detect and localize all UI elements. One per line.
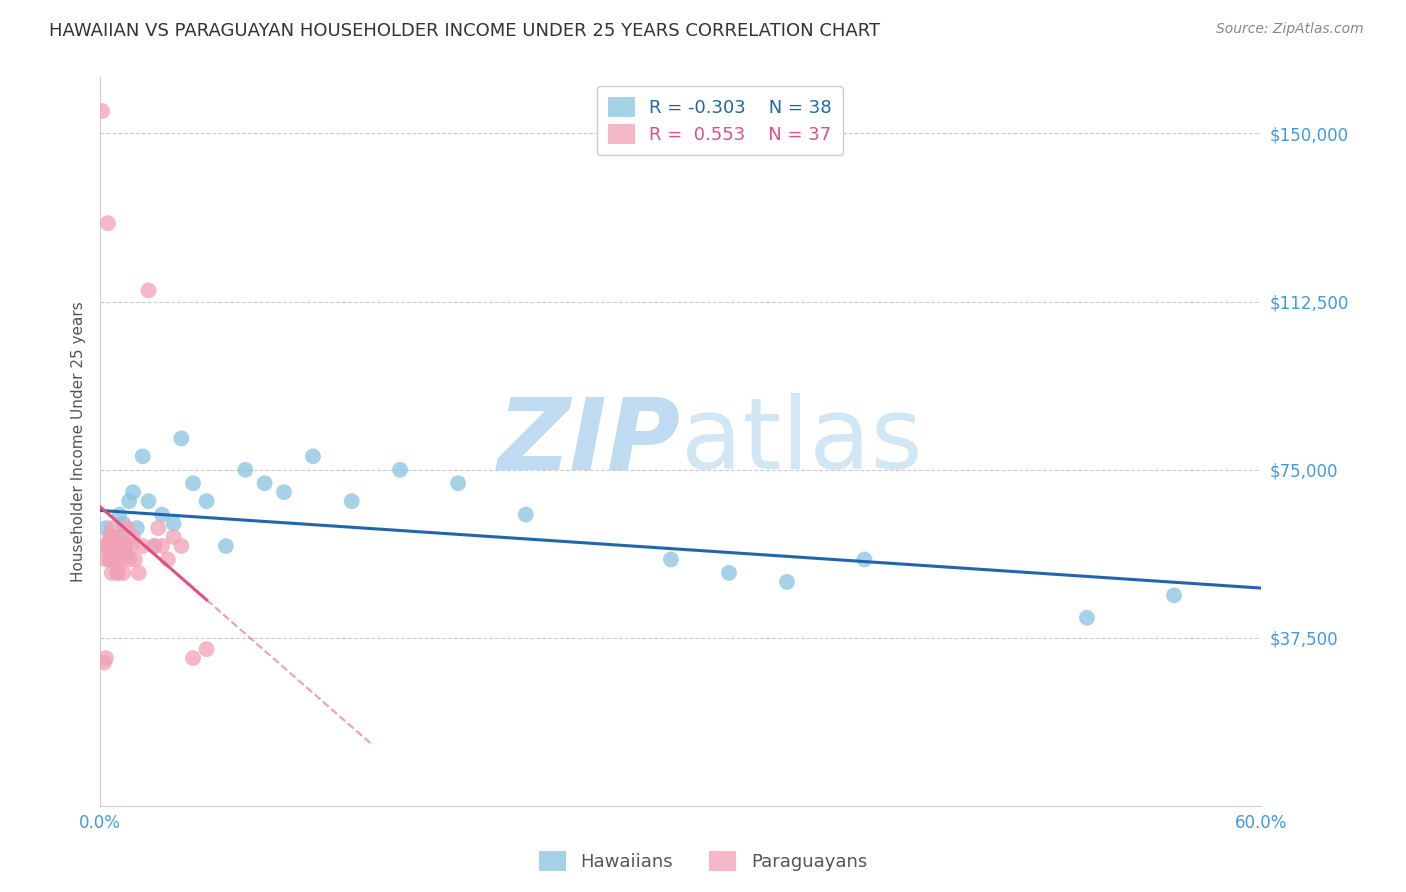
Point: [107, 566, 129, 580]
Point: [195, 494, 218, 508]
Point: [93, 656, 115, 670]
Point: [1163, 588, 1185, 602]
Legend: R = -0.303    N = 38, R =  0.553    N = 37: R = -0.303 N = 38, R = 0.553 N = 37: [596, 87, 842, 155]
Point: [94, 552, 117, 566]
Point: [115, 548, 138, 562]
Text: atlas: atlas: [681, 393, 922, 491]
Point: [659, 552, 682, 566]
Point: [124, 552, 146, 566]
Point: [1076, 611, 1098, 625]
Point: [98, 552, 121, 566]
Point: [150, 508, 173, 522]
Point: [125, 521, 148, 535]
Point: [97, 539, 120, 553]
Point: [115, 521, 138, 535]
Point: [143, 539, 166, 553]
Point: [110, 530, 132, 544]
Point: [215, 539, 238, 553]
Point: [389, 463, 412, 477]
Point: [97, 539, 120, 553]
Point: [112, 566, 135, 580]
Point: [181, 476, 204, 491]
Point: [148, 521, 170, 535]
Point: [114, 539, 136, 553]
Point: [156, 552, 179, 566]
Point: [104, 552, 127, 566]
Point: [253, 476, 276, 491]
Point: [112, 516, 135, 531]
Point: [107, 566, 129, 580]
Point: [98, 530, 121, 544]
Point: [195, 642, 218, 657]
Point: [138, 494, 160, 508]
Point: [122, 530, 145, 544]
Point: [100, 530, 122, 544]
Point: [128, 566, 150, 580]
Legend: Hawaiians, Paraguayans: Hawaiians, Paraguayans: [531, 844, 875, 879]
Point: [138, 284, 160, 298]
Point: [717, 566, 740, 580]
Point: [340, 494, 363, 508]
Point: [100, 521, 122, 535]
Point: [91, 104, 114, 119]
Point: [273, 485, 295, 500]
Point: [122, 485, 145, 500]
Point: [98, 552, 121, 566]
Point: [302, 450, 325, 464]
Point: [120, 539, 142, 553]
Point: [163, 516, 186, 531]
Point: [104, 552, 127, 566]
Point: [118, 552, 141, 566]
Point: [170, 431, 193, 445]
Point: [110, 552, 132, 566]
Point: [114, 539, 136, 553]
Point: [118, 494, 141, 508]
Point: [853, 552, 876, 566]
Point: [131, 450, 153, 464]
Point: [104, 539, 127, 553]
Text: Source: ZipAtlas.com: Source: ZipAtlas.com: [1216, 22, 1364, 37]
Point: [163, 530, 186, 544]
Point: [170, 539, 193, 553]
Point: [108, 508, 131, 522]
Point: [94, 651, 117, 665]
Text: ZIP: ZIP: [498, 393, 681, 491]
Point: [447, 476, 470, 491]
Point: [94, 521, 117, 535]
Y-axis label: Householder Income Under 25 years: Householder Income Under 25 years: [72, 301, 86, 582]
Point: [93, 539, 115, 553]
Point: [103, 530, 125, 544]
Point: [97, 216, 120, 230]
Point: [233, 463, 256, 477]
Point: [100, 566, 122, 580]
Point: [181, 651, 204, 665]
Point: [103, 539, 125, 553]
Text: HAWAIIAN VS PARAGUAYAN HOUSEHOLDER INCOME UNDER 25 YEARS CORRELATION CHART: HAWAIIAN VS PARAGUAYAN HOUSEHOLDER INCOM…: [49, 22, 880, 40]
Point: [108, 539, 131, 553]
Point: [515, 508, 537, 522]
Point: [107, 530, 129, 544]
Point: [143, 539, 166, 553]
Point: [150, 539, 173, 553]
Point: [103, 552, 125, 566]
Point: [776, 574, 799, 589]
Point: [131, 539, 153, 553]
